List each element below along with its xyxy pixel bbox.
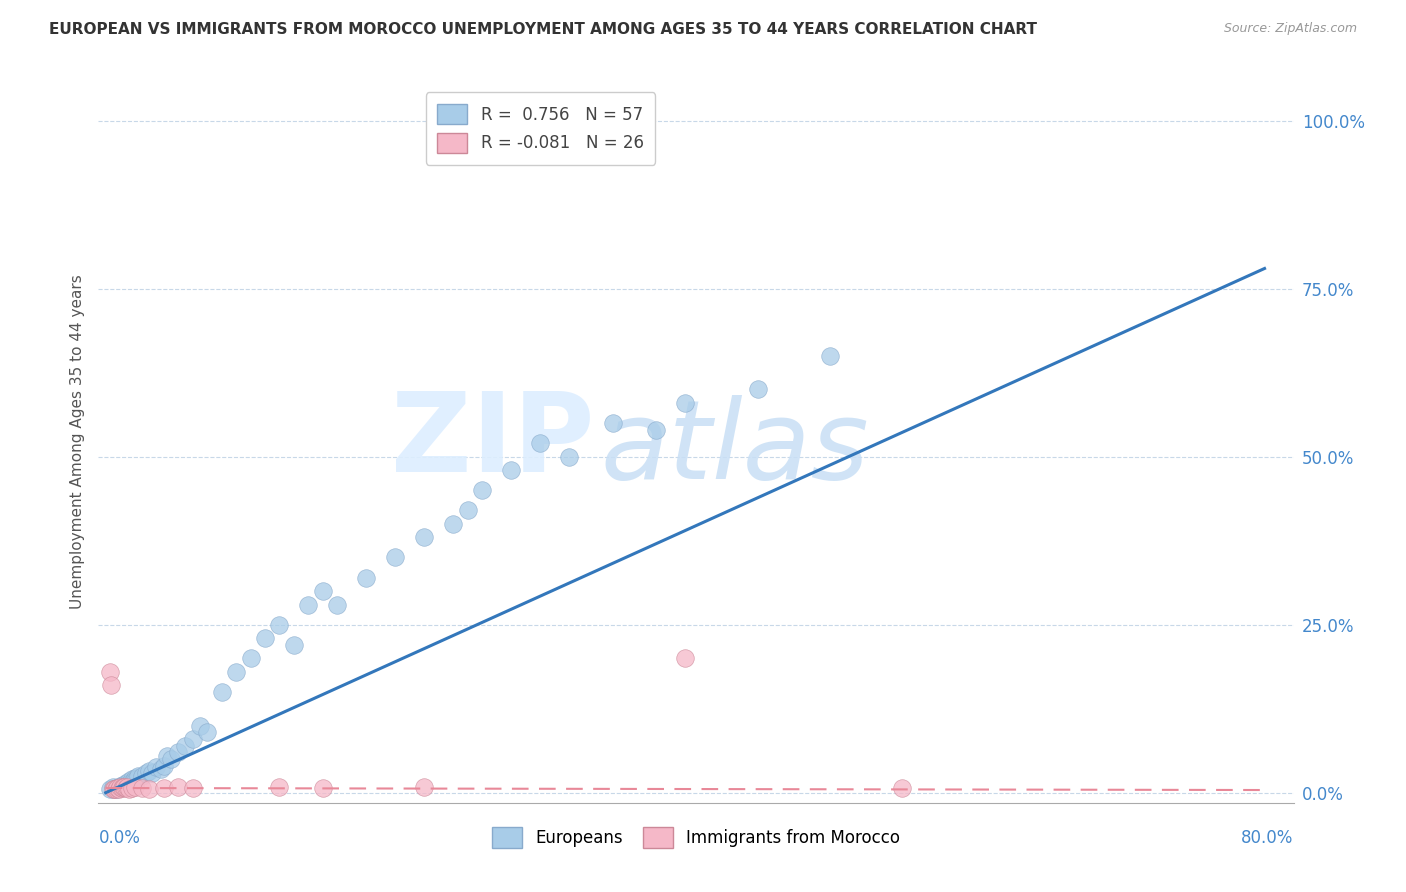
Point bbox=[105, 781, 128, 796]
Point bbox=[131, 780, 153, 795]
Point bbox=[673, 396, 696, 410]
Point bbox=[118, 773, 141, 788]
Point bbox=[138, 781, 160, 796]
Point bbox=[100, 678, 122, 692]
Point bbox=[125, 772, 148, 787]
Text: 80.0%: 80.0% bbox=[1241, 829, 1294, 847]
Point bbox=[529, 436, 551, 450]
Point bbox=[101, 782, 124, 797]
Text: 0.0%: 0.0% bbox=[98, 829, 141, 847]
Point bbox=[312, 780, 335, 795]
Point bbox=[413, 530, 436, 544]
Point bbox=[104, 780, 127, 795]
Point bbox=[98, 665, 121, 679]
Point bbox=[269, 780, 291, 795]
Point bbox=[155, 748, 177, 763]
Text: Source: ZipAtlas.com: Source: ZipAtlas.com bbox=[1223, 22, 1357, 36]
Point bbox=[107, 781, 129, 796]
Point bbox=[471, 483, 494, 498]
Point bbox=[225, 665, 247, 679]
Point bbox=[135, 765, 157, 780]
Point bbox=[108, 779, 131, 793]
Point bbox=[384, 550, 406, 565]
Point bbox=[101, 780, 124, 795]
Point bbox=[181, 780, 204, 795]
Text: EUROPEAN VS IMMIGRANTS FROM MOROCCO UNEMPLOYMENT AMONG AGES 35 TO 44 YEARS CORRE: EUROPEAN VS IMMIGRANTS FROM MOROCCO UNEM… bbox=[49, 22, 1038, 37]
Point bbox=[167, 780, 190, 795]
Point bbox=[457, 503, 479, 517]
Point bbox=[501, 463, 523, 477]
Point bbox=[195, 725, 218, 739]
Point bbox=[174, 739, 197, 753]
Point bbox=[120, 775, 142, 789]
Legend: Europeans, Immigrants from Morocco: Europeans, Immigrants from Morocco bbox=[481, 816, 911, 860]
Point bbox=[167, 745, 190, 759]
Point bbox=[149, 762, 172, 776]
Point bbox=[413, 780, 436, 795]
Point bbox=[188, 718, 211, 732]
Point bbox=[108, 780, 131, 795]
Point bbox=[141, 765, 163, 780]
Point bbox=[818, 349, 841, 363]
Point bbox=[110, 780, 132, 794]
Point bbox=[602, 416, 624, 430]
Point bbox=[112, 780, 135, 795]
Point bbox=[118, 781, 141, 796]
Point bbox=[152, 780, 174, 795]
Point bbox=[114, 779, 136, 793]
Point bbox=[312, 584, 335, 599]
Point bbox=[131, 769, 153, 783]
Point bbox=[127, 769, 149, 783]
Point bbox=[441, 516, 464, 531]
Point bbox=[112, 778, 135, 792]
Point bbox=[645, 423, 668, 437]
Point bbox=[103, 782, 125, 797]
Point bbox=[98, 782, 121, 797]
Point bbox=[253, 631, 276, 645]
Point bbox=[104, 782, 127, 797]
Point bbox=[673, 651, 696, 665]
Point bbox=[117, 780, 139, 795]
Y-axis label: Unemployment Among Ages 35 to 44 years: Unemployment Among Ages 35 to 44 years bbox=[69, 274, 84, 609]
Point bbox=[122, 773, 145, 788]
Point bbox=[124, 771, 146, 785]
Point bbox=[107, 780, 129, 795]
Point bbox=[239, 651, 262, 665]
Point bbox=[114, 780, 136, 794]
Point bbox=[110, 780, 132, 795]
Point bbox=[115, 775, 138, 789]
Point bbox=[124, 780, 146, 795]
Point bbox=[326, 598, 349, 612]
Text: ZIP: ZIP bbox=[391, 388, 595, 495]
Point bbox=[211, 685, 233, 699]
Point bbox=[269, 617, 291, 632]
Point bbox=[121, 780, 143, 795]
Point bbox=[297, 598, 319, 612]
Point bbox=[145, 760, 167, 774]
Point bbox=[160, 752, 183, 766]
Text: atlas: atlas bbox=[600, 395, 869, 502]
Point bbox=[117, 778, 139, 792]
Point bbox=[115, 780, 138, 795]
Point bbox=[121, 772, 143, 787]
Point bbox=[747, 383, 769, 397]
Point bbox=[152, 759, 174, 773]
Point bbox=[181, 731, 204, 746]
Point bbox=[103, 781, 125, 796]
Point bbox=[105, 780, 128, 795]
Point bbox=[283, 638, 305, 652]
Point bbox=[891, 780, 914, 795]
Point bbox=[356, 571, 378, 585]
Point bbox=[138, 764, 160, 779]
Point bbox=[558, 450, 581, 464]
